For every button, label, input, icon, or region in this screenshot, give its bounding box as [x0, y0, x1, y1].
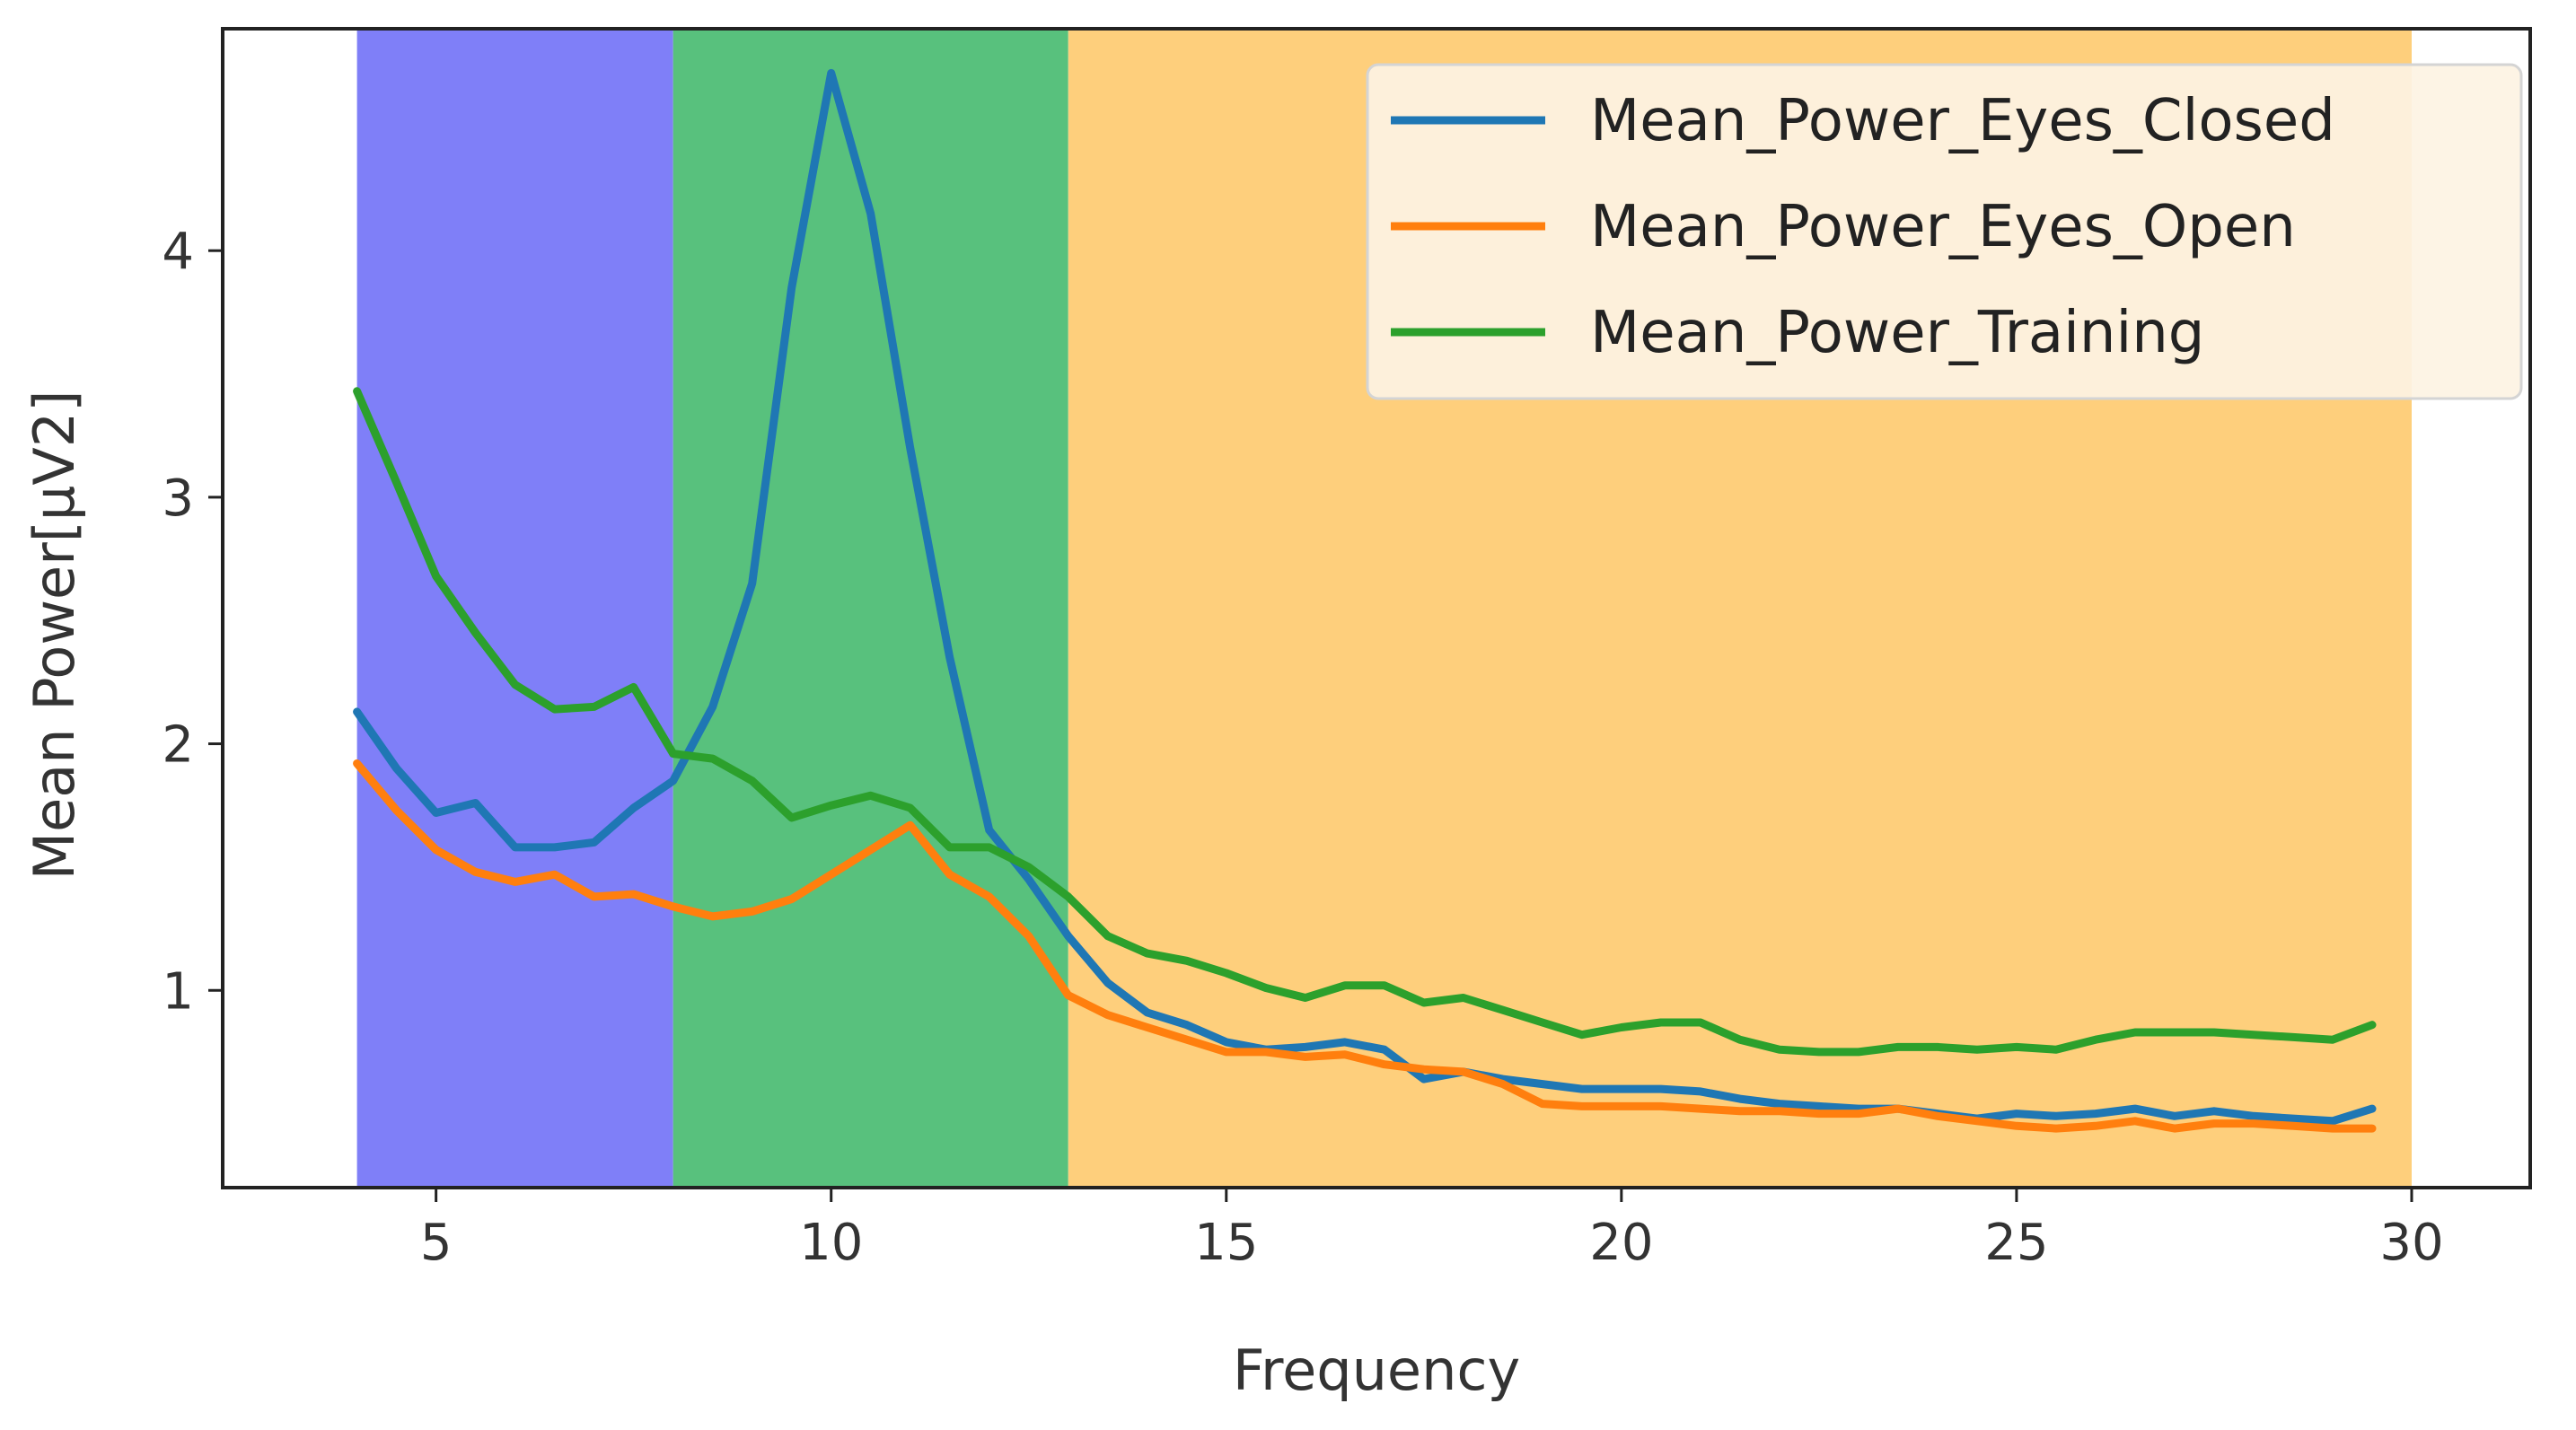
legend-box	[1366, 63, 2523, 400]
x-tick-label: 30	[2379, 1214, 2443, 1272]
y-tick-label: 3	[162, 469, 194, 528]
legend-entry-label: Mean_Power_Eyes_Closed	[1590, 88, 2335, 154]
x-tick-label: 10	[799, 1214, 863, 1272]
y-tick-label: 2	[162, 716, 194, 775]
y-axis-label: Mean Power[μV2]	[22, 390, 87, 881]
axis-ticks: 5 10 15 20 25 30 1 2 3 4	[162, 223, 2443, 1272]
series-line-mean-power-eyes-open	[353, 759, 2377, 1133]
x-tick-label: 5	[420, 1214, 453, 1272]
plot-frame	[221, 27, 2532, 1189]
series-line-mean-power-eyes-closed	[353, 68, 2377, 1126]
x-tick-label: 15	[1194, 1214, 1258, 1272]
series-lines	[353, 68, 2377, 1133]
legend: Mean_Power_Eyes_Closed Mean_Power_Eyes_Op…	[1366, 63, 2523, 400]
y-tick-label: 4	[162, 223, 194, 281]
legend-entry-label: Mean_Power_Training	[1590, 300, 2204, 366]
x-axis-label: Frequency	[1233, 1338, 1520, 1403]
series-line-mean-power-training	[353, 387, 2377, 1057]
x-tick-label: 20	[1589, 1214, 1653, 1272]
x-tick-label: 25	[1984, 1214, 2048, 1272]
legend-entry-label: Mean_Power_Eyes_Open	[1590, 194, 2296, 260]
theta-band	[356, 29, 673, 1188]
y-tick-label: 1	[162, 962, 194, 1021]
